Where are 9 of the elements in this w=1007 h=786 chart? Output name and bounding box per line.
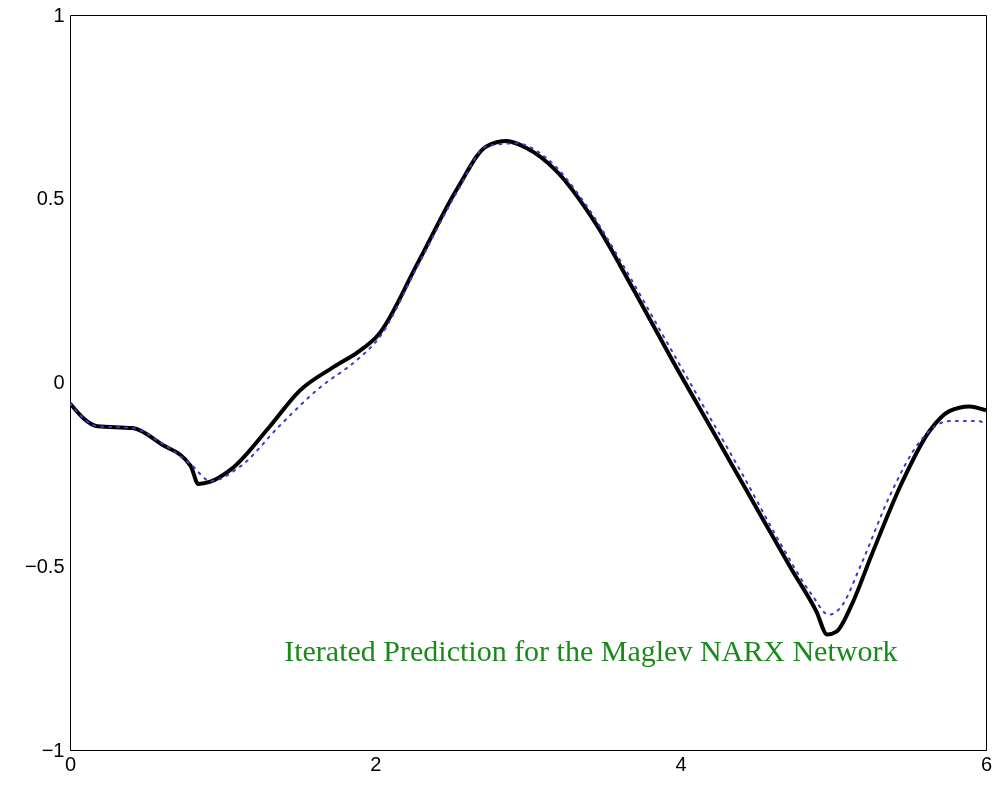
y-tick-label: −0.5 [25, 554, 65, 577]
x-tick-label: 2 [370, 752, 382, 775]
x-tick-label: 6 [980, 752, 993, 775]
y-tick-label: 0.5 [36, 187, 65, 210]
annotation: Iterated Prediction for the Maglev NARX Network [284, 634, 898, 668]
y-tick-label: 0 [53, 371, 65, 393]
y-tick-label: −1 [41, 738, 65, 761]
x-tick-label: 4 [675, 752, 687, 775]
y-tick-label: 1 [53, 3, 65, 26]
